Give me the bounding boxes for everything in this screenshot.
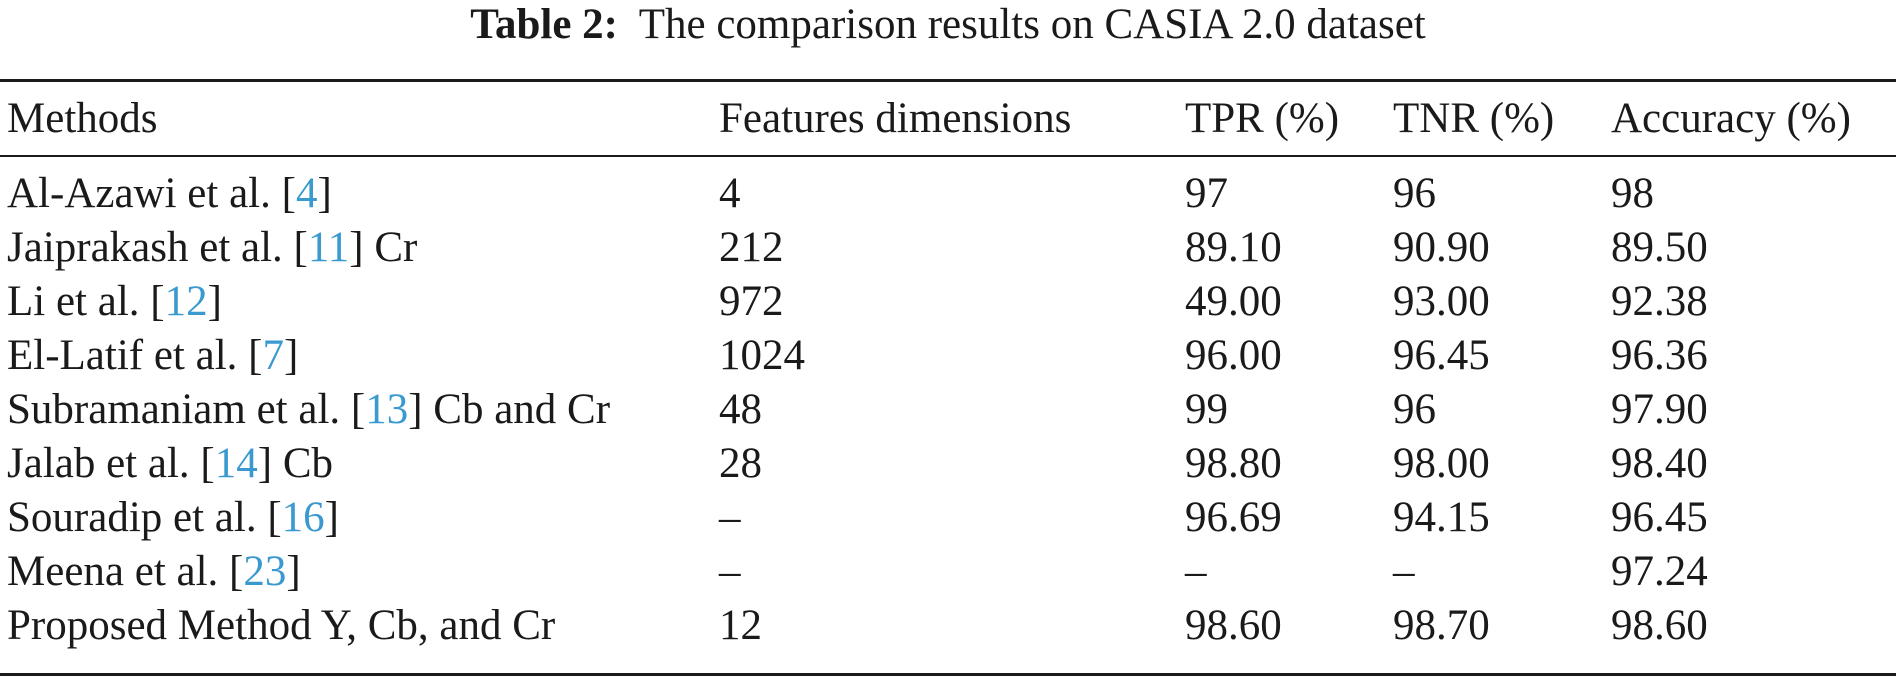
method-name: Jaiprakash et al. [ — [7, 224, 308, 271]
method-suffix: ] Cb — [257, 440, 333, 487]
method-name: Proposed Method Y, Cb, and Cr — [7, 602, 556, 649]
cell-method: Proposed Method Y, Cb, and Cr — [0, 599, 712, 653]
method-name: Al-Azawi et al. [ — [7, 170, 296, 217]
citation-link[interactable]: 12 — [164, 278, 208, 325]
method-name: Souradip et al. [ — [7, 494, 282, 541]
cell-accuracy: 98.40 — [1611, 440, 1708, 487]
cell-tnr: 96 — [1393, 170, 1436, 217]
table-row: Al-Azawi et al. [4] 4 97 96 98 — [0, 155, 1896, 221]
table-row: El-Latif et al. [7] 1024 96.00 96.45 96.36 — [0, 329, 1896, 383]
cell-accuracy: 96.45 — [1611, 494, 1708, 541]
table-top-rule — [0, 79, 1896, 82]
column-header-accuracy: Accuracy (%) — [1611, 95, 1851, 142]
table-row: Meena et al. [23] – – –97.24 — [0, 545, 1896, 599]
citation-link[interactable]: 11 — [307, 224, 350, 271]
citation-link[interactable]: 7 — [262, 332, 284, 379]
method-name: Jalab et al. [ — [7, 440, 215, 487]
citation-link[interactable]: 16 — [281, 494, 325, 541]
cell-tnr: 98.00 — [1393, 440, 1490, 487]
cell-features-dimensions: 48 — [719, 386, 762, 433]
table-caption-text: The comparison results on CASIA 2.0 data… — [638, 1, 1426, 48]
cell-tnr: 96 — [1393, 386, 1436, 433]
cell-tpr: 97 — [1185, 170, 1228, 217]
cell-tnr: 96.45 — [1393, 332, 1490, 379]
column-header-methods: Methods — [7, 95, 158, 142]
method-suffix: ] Cb and Cr — [408, 386, 611, 433]
citation-link[interactable]: 4 — [295, 170, 318, 217]
cell-tpr: 98.80 — [1185, 440, 1282, 487]
cell-tnr: 90.90 — [1393, 224, 1490, 271]
table-row: Li et al. [12] 972 49.00 93.00 92.38 — [0, 275, 1896, 329]
cell-method: Subramaniam et al. [13] Cb and Cr — [0, 383, 712, 437]
cell-features-dimensions: 12 — [719, 602, 762, 649]
method-name: Subramaniam et al. [ — [7, 386, 366, 433]
cell-tnr: 98.70 — [1393, 602, 1490, 649]
cell-method: Jalab et al. [14] Cb — [0, 437, 712, 491]
column-header-tnr: TNR (%) — [1393, 95, 1555, 142]
cell-tnr: – — [1393, 548, 1415, 595]
method-name: Meena et al. [ — [7, 548, 244, 595]
cell-accuracy: 98.60 — [1611, 602, 1708, 649]
cell-accuracy: 92.38 — [1611, 278, 1708, 325]
citation-link[interactable]: 13 — [365, 386, 409, 433]
cell-tpr: – — [1185, 548, 1207, 595]
method-suffix: ] — [317, 170, 332, 217]
cell-tpr: 89.10 — [1185, 224, 1282, 271]
cell-tpr: 98.60 — [1185, 602, 1282, 649]
cell-accuracy: 97.90 — [1611, 386, 1708, 433]
method-suffix: ] — [324, 494, 339, 541]
cell-method: Li et al. [12] — [0, 275, 712, 329]
table-caption: Table 2: The comparison results on CASIA… — [0, 0, 1896, 62]
cell-features-dimensions: 212 — [719, 224, 784, 271]
cell-tpr: 96.00 — [1185, 332, 1282, 379]
cell-accuracy: 98 — [1611, 170, 1654, 217]
column-header-tpr: TPR (%) — [1185, 95, 1340, 142]
cell-method: Meena et al. [23] — [0, 545, 712, 599]
cell-tnr: 94.15 — [1393, 494, 1490, 541]
method-suffix: ] Cr — [349, 224, 418, 271]
method-suffix: ] — [286, 548, 301, 595]
cell-method: El-Latif et al. [7] — [0, 329, 712, 383]
cell-features-dimensions: 28 — [719, 440, 762, 487]
cell-features-dimensions: 4 — [719, 170, 741, 217]
cell-accuracy: 89.50 — [1611, 224, 1708, 271]
table-body: Al-Azawi et al. [4] 4 97 96 98 Jaiprakash et … — [0, 155, 1896, 653]
column-header-features-dimensions: Features dimensions — [719, 95, 1072, 142]
table-row: Jalab et al. [14] Cb 28 98.80 98.00 98.40 — [0, 437, 1896, 491]
table-row: Jaiprakash et al. [11] Cr 212 89.10 90.90 89… — [0, 221, 1896, 275]
comparison-table: Methods Features dimensions TPR (%) TNR … — [0, 82, 1896, 653]
method-name: El-Latif et al. [ — [7, 332, 263, 379]
cell-accuracy: 97.24 — [1611, 548, 1708, 595]
cell-tpr: 49.00 — [1185, 278, 1282, 325]
citation-link[interactable]: 23 — [243, 548, 287, 595]
cell-features-dimensions: 972 — [719, 278, 784, 325]
cell-tpr: 99 — [1185, 386, 1228, 433]
cell-features-dimensions: – — [719, 548, 741, 595]
table-header-row: Methods Features dimensions TPR (%) TNR … — [0, 82, 1896, 155]
citation-link[interactable]: 14 — [214, 440, 258, 487]
method-suffix: ] — [283, 332, 299, 379]
cell-tnr: 93.00 — [1393, 278, 1490, 325]
cell-accuracy: 96.36 — [1611, 332, 1708, 379]
table-caption-label: Table 2: — [470, 1, 618, 48]
cell-method: Souradip et al. [16] — [0, 491, 712, 545]
table-bottom-rule — [0, 673, 1896, 676]
cell-features-dimensions: – — [719, 494, 741, 541]
cell-features-dimensions: 1024 — [719, 332, 805, 379]
cell-method: Jaiprakash et al. [11] Cr — [0, 221, 712, 275]
method-suffix: ] — [207, 278, 222, 325]
method-name: Li et al. [ — [7, 278, 165, 325]
table-row: Subramaniam et al. [13] Cb and Cr 48 99 96 9… — [0, 383, 1896, 437]
table-header-rule — [0, 155, 1896, 157]
table-row: Souradip et al. [16] –96.69 94.15 96.45 — [0, 491, 1896, 545]
cell-tpr: 96.69 — [1185, 494, 1282, 541]
table-row: Proposed Method Y, Cb, and Cr 12 98.60 98.7… — [0, 599, 1896, 653]
cell-method: Al-Azawi et al. [4] — [0, 155, 712, 221]
